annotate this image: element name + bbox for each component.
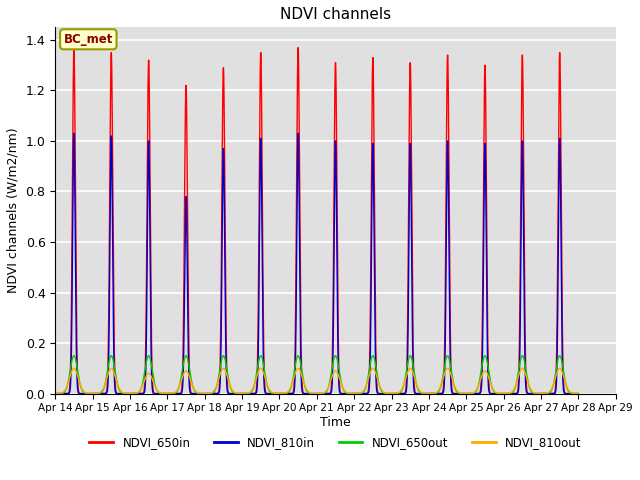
- NDVI_810out: [252, 378, 259, 384]
- NDVI_810out: [440, 374, 447, 380]
- NDVI_650out: [177, 375, 185, 381]
- X-axis label: Time: Time: [320, 416, 351, 429]
- NDVI_650in: [575, 391, 582, 396]
- NDVI_810out: [575, 391, 582, 396]
- NDVI_650in: [440, 383, 447, 389]
- NDVI_810out: [367, 369, 374, 375]
- NDVI_650in: [294, 45, 302, 50]
- NDVI_650in: [51, 391, 59, 396]
- Line: NDVI_810in: NDVI_810in: [55, 133, 579, 394]
- NDVI_650out: [440, 370, 447, 376]
- NDVI_650out: [252, 376, 259, 382]
- NDVI_650in: [177, 389, 185, 395]
- Title: NDVI channels: NDVI channels: [280, 7, 391, 22]
- NDVI_650out: [108, 353, 115, 359]
- NDVI_650in: [252, 390, 259, 396]
- NDVI_810in: [367, 356, 374, 361]
- NDVI_810in: [252, 391, 259, 396]
- NDVI_650out: [367, 361, 374, 367]
- NDVI_810in: [177, 391, 185, 396]
- NDVI_650in: [87, 391, 95, 396]
- NDVI_810out: [51, 391, 59, 396]
- Line: NDVI_650in: NDVI_650in: [55, 48, 579, 394]
- Y-axis label: NDVI channels (W/m2/nm): NDVI channels (W/m2/nm): [7, 128, 20, 293]
- Legend: NDVI_650in, NDVI_810in, NDVI_650out, NDVI_810out: NDVI_650in, NDVI_810in, NDVI_650out, NDV…: [84, 431, 586, 454]
- NDVI_810in: [575, 391, 582, 396]
- Text: BC_met: BC_met: [63, 33, 113, 46]
- NDVI_810out: [87, 391, 95, 396]
- Line: NDVI_650out: NDVI_650out: [55, 356, 579, 394]
- NDVI_810out: [177, 378, 185, 384]
- NDVI_650out: [51, 391, 59, 396]
- NDVI_650out: [335, 367, 343, 372]
- NDVI_810out: [335, 374, 343, 380]
- NDVI_650in: [335, 372, 343, 378]
- NDVI_650out: [87, 391, 95, 396]
- NDVI_650out: [575, 391, 582, 396]
- NDVI_650in: [367, 316, 374, 322]
- Line: NDVI_810out: NDVI_810out: [55, 368, 579, 394]
- NDVI_810out: [108, 365, 115, 371]
- NDVI_810in: [335, 385, 343, 391]
- NDVI_810in: [294, 131, 302, 136]
- NDVI_810in: [87, 391, 95, 396]
- NDVI_810in: [440, 389, 447, 395]
- NDVI_810in: [51, 391, 59, 396]
